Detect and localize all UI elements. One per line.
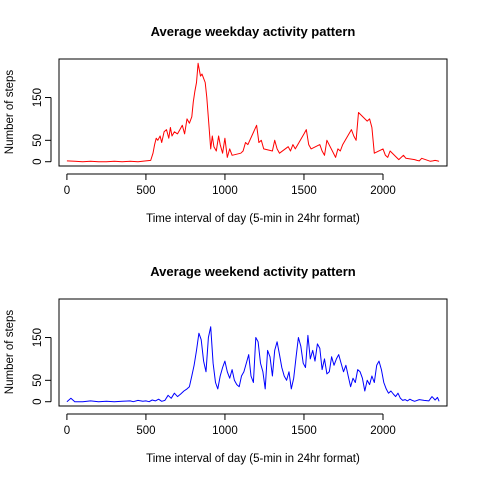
weekend-y-axis-label: Number of steps xyxy=(4,310,16,395)
weekday-x-tick-label: 500 xyxy=(136,185,155,197)
weekend-y-tick-label: 150 xyxy=(32,328,44,347)
weekend-x-axis: 0 500 1000 1500 2000 xyxy=(64,413,396,437)
weekend-x-axis-label: Time interval of day (5-min in 24hr form… xyxy=(146,453,360,465)
weekend-y-tick-label: 50 xyxy=(32,374,44,387)
weekday-steps-line xyxy=(66,62,440,163)
weekend-steps-line xyxy=(66,326,440,403)
weekend-x-tick-label: 1000 xyxy=(212,425,238,437)
weekday-x-tick-label: 1500 xyxy=(291,185,317,197)
weekend-panel: Average weekend activity pattern 0 500 100… xyxy=(4,264,448,465)
weekday-panel: Average weekday activity pattern 0 500 100… xyxy=(4,24,448,225)
weekday-y-tick-label: 0 xyxy=(32,159,44,165)
weekday-y-tick-label: 150 xyxy=(32,88,44,107)
weekend-plot-frame xyxy=(58,298,448,407)
weekday-x-axis: 0 500 1000 1500 2000 xyxy=(64,173,396,197)
weekday-plot-frame xyxy=(58,58,448,167)
weekday-x-tick-label: 2000 xyxy=(370,185,396,197)
weekday-x-tick-label: 1000 xyxy=(212,185,238,197)
weekend-x-tick-label: 0 xyxy=(64,425,70,437)
weekday-series-group xyxy=(66,62,440,163)
weekend-x-tick-label: 500 xyxy=(136,425,155,437)
weekend-x-tick-label: 2000 xyxy=(370,425,396,437)
weekday-x-tick-label: 0 xyxy=(64,185,70,197)
weekend-series-group xyxy=(66,326,440,403)
weekday-x-axis-label: Time interval of day (5-min in 24hr form… xyxy=(146,213,360,225)
weekend-y-axis: 0 50 150 xyxy=(32,328,52,405)
weekend-chart-title: Average weekend activity pattern xyxy=(150,264,355,279)
weekend-x-tick-label: 1500 xyxy=(291,425,317,437)
weekend-y-tick-label: 0 xyxy=(32,399,44,405)
weekday-y-axis: 0 50 150 xyxy=(32,88,52,165)
weekday-y-axis-label: Number of steps xyxy=(4,70,16,155)
weekday-chart-title: Average weekday activity pattern xyxy=(151,24,356,39)
weekday-y-tick-label: 50 xyxy=(32,134,44,147)
